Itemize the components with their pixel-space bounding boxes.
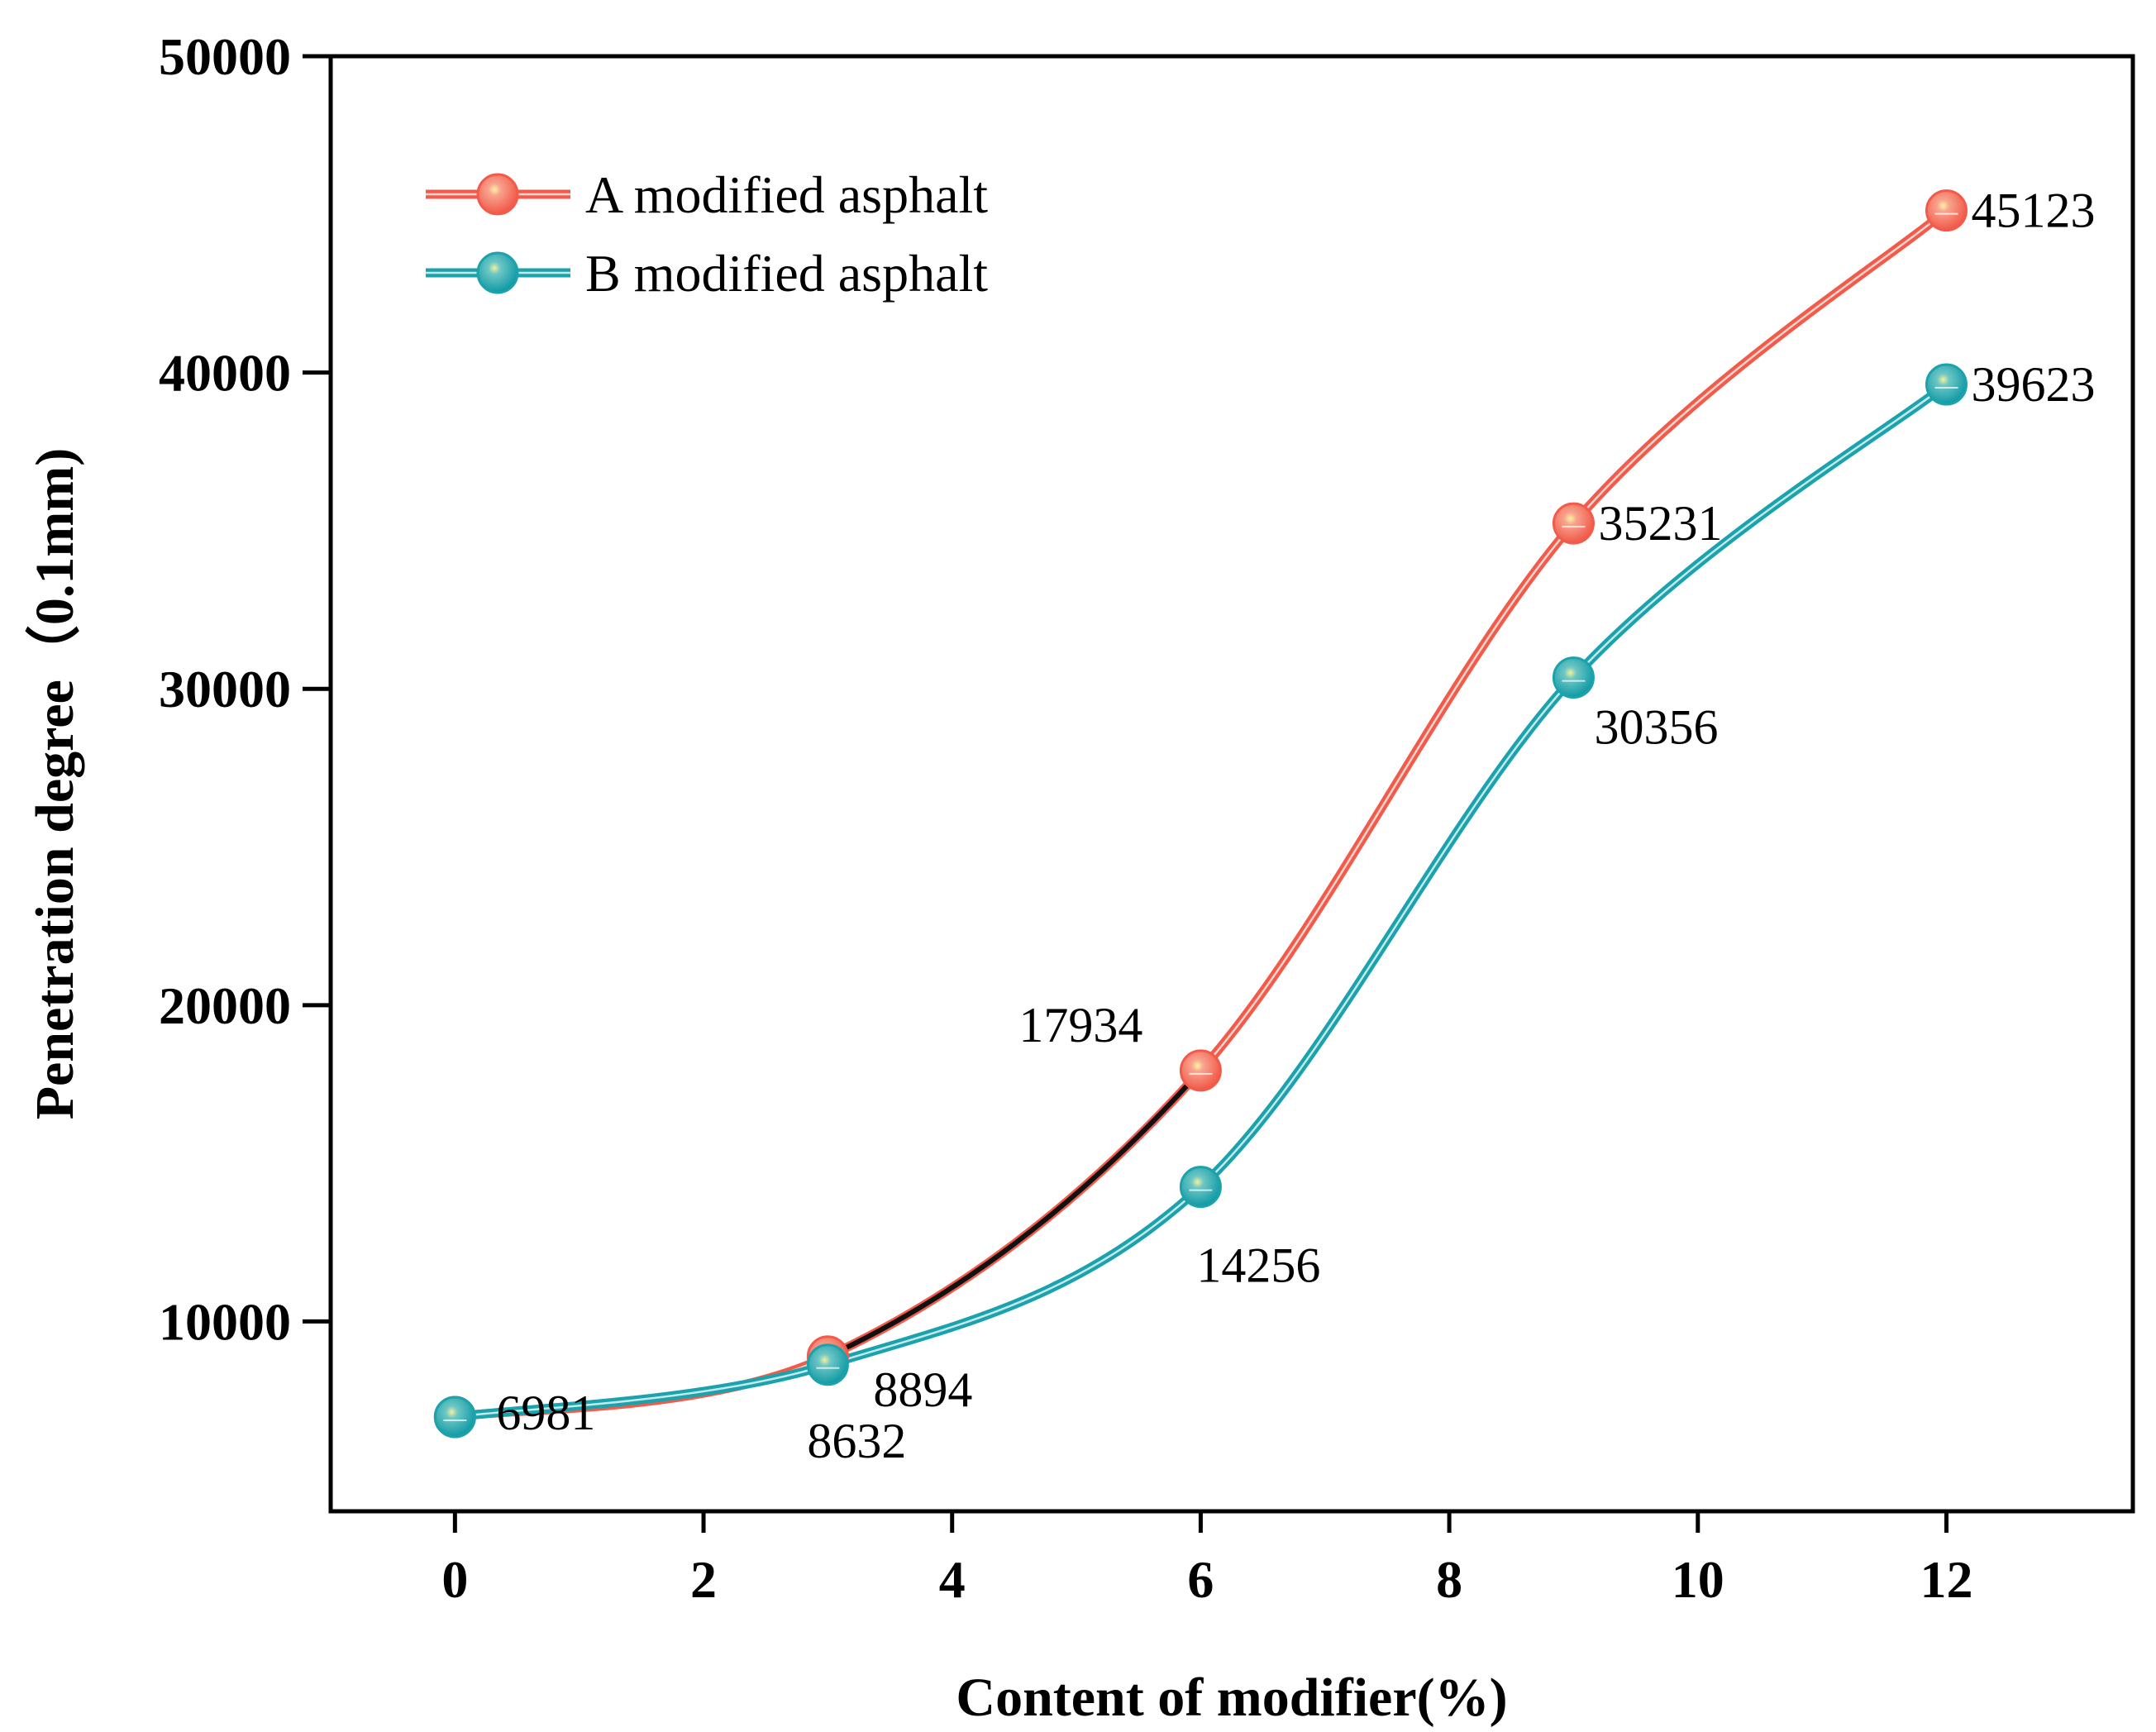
legend-item-a: A modified asphalt [426, 165, 988, 224]
series-line-highlight [455, 209, 1948, 1419]
series-a-markers: 8894 17934 35231 45123 [433, 184, 2095, 1439]
legend-item-b: B modified asphalt [426, 244, 988, 303]
y-tick-label: 20000 [159, 976, 291, 1035]
series-b [450, 379, 1951, 1422]
x-axis-title: Content of modifier(%) [956, 1668, 1507, 1728]
x-tick-label: 12 [1920, 1550, 1972, 1609]
data-point [433, 1396, 476, 1439]
data-point [1179, 1049, 1222, 1092]
x-tick-label: 2 [690, 1550, 717, 1609]
series-a [450, 206, 1951, 1422]
data-label: 39623 [1971, 357, 2095, 412]
data-point [1179, 1166, 1222, 1209]
series-a-black-segment [827, 1068, 1203, 1359]
y-tick-label: 10000 [159, 1292, 291, 1351]
data-label: 8632 [807, 1414, 906, 1468]
data-point [1925, 189, 1968, 232]
legend-label: A modified asphalt [585, 165, 988, 224]
series-line [450, 206, 1951, 1422]
data-label: 35231 [1598, 496, 1722, 551]
y-axis: 10000 20000 30000 40000 50000 [159, 27, 331, 1351]
series-line-highlight [455, 384, 1948, 1419]
x-tick-label: 4 [939, 1550, 966, 1609]
x-axis: 0 2 4 6 8 10 12 [441, 1511, 1972, 1609]
x-tick-label: 0 [441, 1550, 468, 1609]
plot-area: 8894 17934 35231 45123 6981 8632 14256 30356 396… [433, 184, 2095, 1468]
data-label: 45123 [1971, 184, 2095, 238]
plot-frame [328, 54, 2135, 1514]
data-label: 30356 [1594, 700, 1718, 755]
legend-label: B modified asphalt [585, 244, 988, 303]
data-point [806, 1343, 849, 1386]
x-tick-label: 8 [1436, 1550, 1462, 1609]
legend-marker [476, 173, 519, 216]
data-label: 8894 [873, 1362, 972, 1417]
y-axis-title: Penetration degree（0.1mm) [24, 448, 85, 1120]
x-tick-label: 6 [1187, 1550, 1214, 1609]
legend-marker [476, 251, 519, 294]
y-tick-label: 40000 [159, 344, 291, 403]
data-point [1552, 656, 1595, 699]
series-b-markers: 6981 8632 14256 30356 39623 [433, 357, 2095, 1468]
data-label: 6981 [496, 1386, 595, 1440]
data-label: 14256 [1196, 1238, 1320, 1293]
x-tick-label: 10 [1672, 1550, 1724, 1609]
y-tick-label: 30000 [159, 660, 291, 718]
data-label: 17934 [1018, 998, 1142, 1052]
data-point [1925, 363, 1968, 406]
y-tick-label: 50000 [159, 27, 291, 86]
data-point [1552, 502, 1595, 545]
legend: A modified asphalt B modified asphalt [426, 165, 988, 303]
